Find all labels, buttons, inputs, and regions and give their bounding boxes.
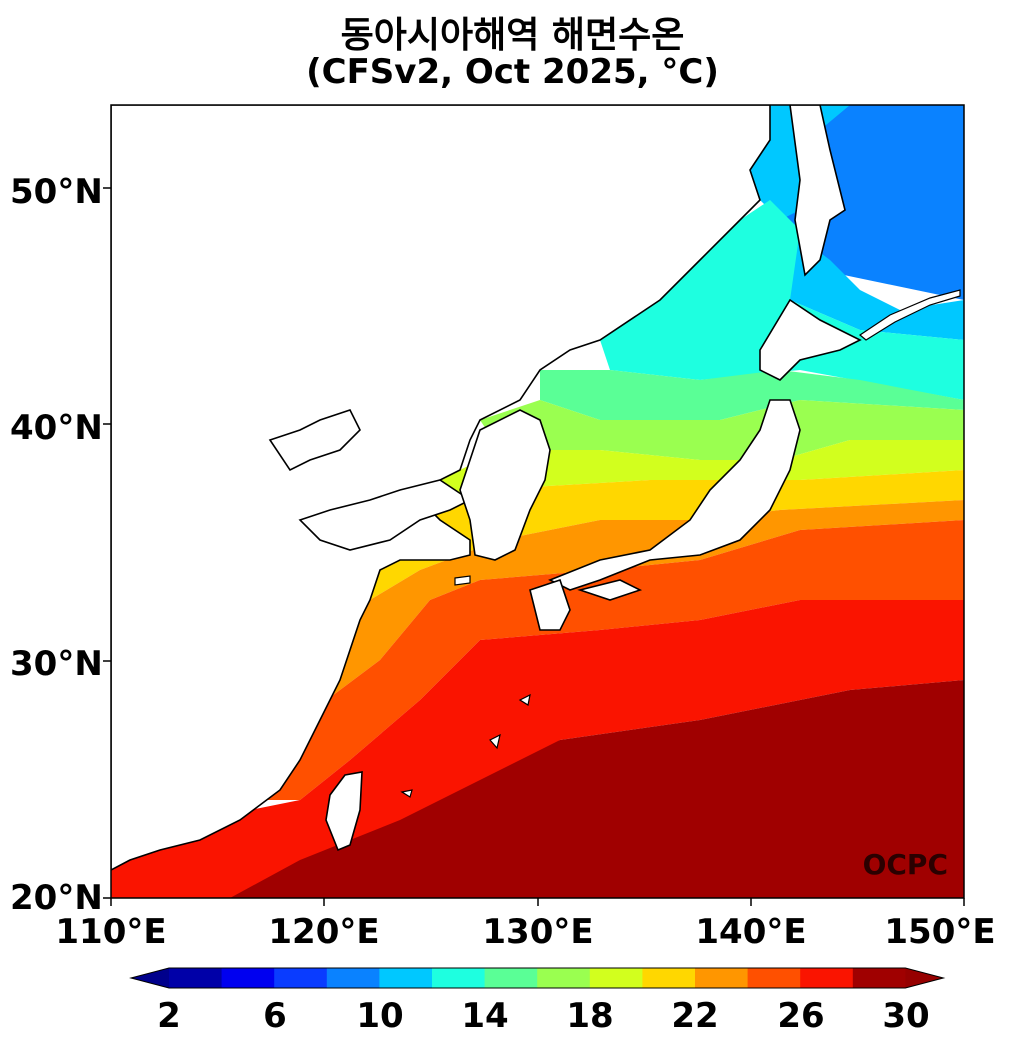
axis-ticks — [103, 187, 965, 906]
sst-band-26-28 — [111, 600, 964, 898]
land-bohai-coast — [268, 409, 361, 472]
colorbar-extend-low — [131, 968, 169, 988]
sst-band-16-18 — [480, 400, 964, 460]
colorbar-segment — [432, 968, 486, 988]
x-tick-120e: 120°E — [268, 912, 380, 952]
y-tick-20n: 20°N — [10, 878, 103, 918]
sst-band-12-14 — [600, 200, 964, 400]
map-subtitle: (CFSv2, Oct 2025, °C) — [306, 52, 719, 92]
land-jeju — [454, 575, 471, 586]
colorbar-segment — [852, 968, 906, 988]
x-tick-140e: 140°E — [695, 912, 807, 952]
colorbar-label-30: 30 — [882, 996, 930, 1036]
colorbar-segment — [747, 968, 801, 988]
land-ryukyu-2 — [489, 733, 501, 750]
colorbar-segment — [642, 968, 696, 988]
colorbar-segment — [274, 968, 328, 988]
x-tick-110e: 110°E — [55, 912, 167, 952]
land-japan-honshu — [548, 399, 801, 591]
colorbar — [129, 967, 946, 989]
map-title: 동아시아해역 해면수온 — [340, 15, 685, 56]
colorbar-label-10: 10 — [356, 996, 404, 1036]
colorbar-segment — [589, 968, 643, 988]
colorbar-label-22: 22 — [671, 996, 719, 1036]
land-shandong — [298, 479, 472, 551]
sst-band-20-22 — [300, 470, 964, 650]
colorbar-label-26: 26 — [777, 996, 825, 1036]
colorbar-label-2: 2 — [157, 996, 181, 1036]
sst-band-14-16 — [540, 370, 964, 420]
watermark-label: OCPC — [863, 848, 948, 881]
colorbar-segment — [326, 968, 380, 988]
sst-field — [111, 105, 964, 898]
colorbar-segment — [800, 968, 854, 988]
colorbar-segment — [379, 968, 433, 988]
colorbar-label-18: 18 — [566, 996, 614, 1036]
colorbar-segment — [484, 968, 538, 988]
colorbar-extend-high — [905, 968, 944, 988]
land-korea — [459, 409, 551, 561]
land-japan-shikoku — [577, 579, 643, 601]
y-tick-50n: 50°N — [10, 172, 103, 212]
colorbar-segment — [537, 968, 591, 988]
x-tick-130e: 130°E — [482, 912, 594, 952]
y-tick-30n: 30°N — [10, 644, 103, 684]
sst-band-24-26 — [250, 520, 964, 800]
land-japan-kyushu — [529, 578, 571, 631]
colorbar-label-14: 14 — [461, 996, 509, 1036]
colorbar-segment — [695, 968, 749, 988]
x-tick-150e: 150°E — [884, 912, 996, 952]
land-hokkaido — [759, 298, 862, 381]
y-tick-40n: 40°N — [10, 408, 103, 448]
land-sakhalin — [789, 105, 846, 277]
land-ryukyu-1 — [518, 693, 531, 706]
sst-band-10-12-east — [790, 230, 964, 340]
colorbar-segment — [169, 968, 223, 988]
colorbar-label-6: 6 — [263, 996, 287, 1036]
land-taiwan — [325, 771, 363, 852]
land-ryukyu-3 — [400, 789, 413, 798]
sst-band-28-30 — [230, 680, 964, 898]
land-kuril-islands — [858, 289, 961, 341]
colorbar-segment — [221, 968, 275, 988]
colorbar-outline — [129, 967, 946, 989]
land-asia-mainland — [111, 105, 771, 871]
